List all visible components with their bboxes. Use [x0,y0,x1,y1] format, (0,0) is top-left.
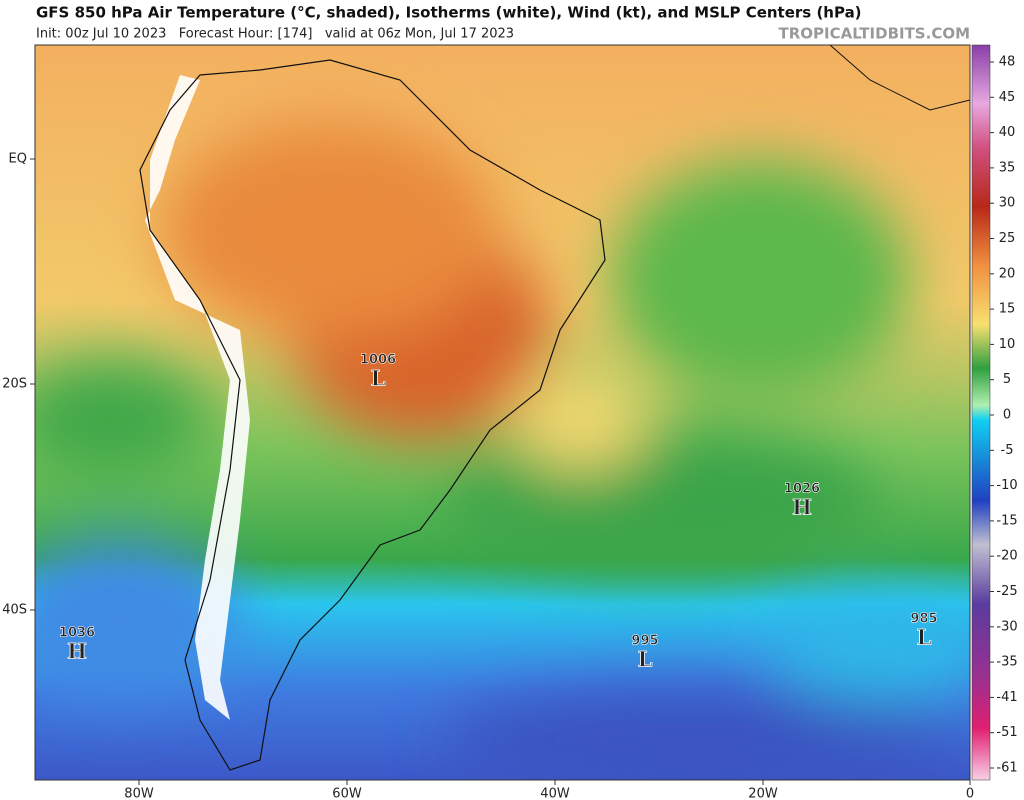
lat-label: 20S [2,377,27,392]
colorbar-label: -41 [996,690,1017,705]
source: TROPICALTIDBITS.COM [779,25,971,43]
colorbar-label: 40 [999,125,1016,140]
colorbar-label: 10 [999,337,1016,352]
colorbar-label: -25 [996,584,1017,599]
colorbar-label: -35 [996,655,1017,670]
pressure-center: L [638,647,653,672]
lon-label: 0 [966,787,974,800]
colorbar-label: 30 [999,196,1016,211]
pressure-value: 985 [910,612,937,627]
colorbar-label: 45 [999,90,1016,105]
colorbar-label: 35 [999,160,1016,175]
colorbar-label: 0 [1003,408,1011,423]
temperature-field [35,45,970,780]
pressure-center: H [67,639,87,664]
lat-label: EQ [9,152,27,167]
subtitle: Init: 00z Jul 10 2023 Forecast Hour: [17… [36,27,514,42]
colorbar-label: -61 [996,761,1017,776]
pressure-center: L [917,625,932,650]
colorbar-label: 20 [999,266,1016,281]
colorbar-label: 5 [1003,372,1011,387]
pressure-value: 1006 [360,353,396,368]
colorbar-label: 48 [999,55,1016,70]
title: GFS 850 hPa Air Temperature (°C, shaded)… [36,4,862,22]
lon-label: 80W [124,787,154,800]
pressure-value: 995 [631,634,658,649]
lon-label: 20W [748,787,778,800]
colorbar-label: -20 [996,549,1017,564]
colorbar-label: -30 [996,619,1017,634]
colorbar-label: 15 [999,302,1016,317]
pressure-center: L [371,366,386,391]
lon-label: 40W [540,787,570,800]
colorbar-label: 25 [999,231,1016,246]
lon-label: 60W [332,787,362,800]
colorbar-label: -10 [996,478,1017,493]
colorbar-label: -51 [996,725,1017,740]
colorbar-label: -15 [996,513,1017,528]
lat-label: 40S [2,603,27,618]
pressure-value: 1026 [784,482,820,497]
colorbar-label: -5 [1001,443,1014,458]
pressure-center: H [792,495,812,520]
pressure-value: 1036 [59,626,95,641]
